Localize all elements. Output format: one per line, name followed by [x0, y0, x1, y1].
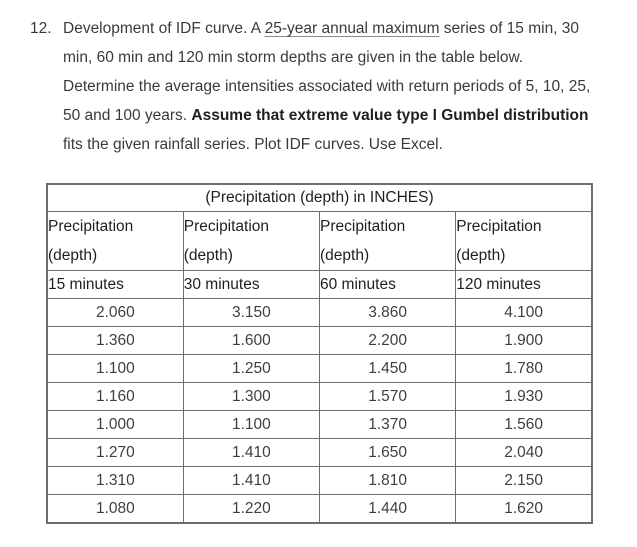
value-cell: 1.080 [46, 494, 184, 524]
value-cell: 1.570 [318, 382, 457, 411]
value-cell: 1.370 [318, 410, 457, 439]
duration-header-row: 15 minutes 30 minutes 60 minutes 120 min… [46, 270, 593, 299]
value-cell: 1.900 [455, 326, 593, 355]
text-segment: series of 15 min, 30 [439, 20, 580, 37]
problem-line-3: Determine the average intensities associ… [63, 72, 635, 101]
problem-text: Development of IDF curve. A 25-year annu… [63, 14, 635, 159]
duration-header-30min: 30 minutes [182, 270, 321, 299]
value-cell: 1.930 [455, 382, 593, 411]
value-cell: 1.220 [182, 494, 321, 524]
table-title: (Precipitation (depth) in INCHES) [46, 183, 593, 212]
value-cell: 1.160 [46, 382, 184, 411]
value-cell: 1.410 [182, 466, 321, 495]
problem-number: 12. [30, 20, 52, 37]
column-header-line1: Precipitation [320, 218, 406, 235]
column-header-row: Precipitation (depth) Precipitation (dep… [46, 211, 593, 271]
value-cell: 2.060 [46, 298, 184, 327]
value-cell: 1.450 [318, 354, 457, 383]
value-cell: 1.250 [182, 354, 321, 383]
value-cell: 2.040 [455, 438, 593, 467]
value-cell: 1.650 [318, 438, 457, 467]
underlined-text: 25-year annual maximum [264, 20, 440, 37]
value-cell: 1.270 [46, 438, 184, 467]
value-cell: 1.410 [182, 438, 321, 467]
value-cell: 1.440 [318, 494, 457, 524]
duration-header-120min: 120 minutes [455, 270, 593, 299]
value-cell: 1.000 [46, 410, 184, 439]
duration-header-60min: 60 minutes [318, 270, 457, 299]
problem-line-2: min, 60 min and 120 min storm depths are… [63, 43, 635, 72]
value-cell: 3.860 [318, 298, 457, 327]
column-header-line1: Precipitation [456, 218, 542, 235]
table-row: 1.270 1.410 1.650 2.040 [46, 438, 593, 467]
text-segment: Determine the average intensities associ… [63, 78, 591, 95]
text-segment: Development of IDF curve. A [63, 20, 265, 37]
table-row: 2.060 3.150 3.860 4.100 [46, 298, 593, 327]
problem-statement: 12. Development of IDF curve. A 25-year … [0, 0, 637, 159]
value-cell: 1.560 [455, 410, 593, 439]
value-cell: 1.810 [318, 466, 457, 495]
value-cell: 1.310 [46, 466, 184, 495]
duration-header-15min: 15 minutes [46, 270, 184, 299]
precipitation-table: (Precipitation (depth) in INCHES) Precip… [46, 183, 593, 524]
value-cell: 1.100 [46, 354, 184, 383]
column-header-line1: Precipitation [48, 218, 134, 235]
problem-line-1: Development of IDF curve. A 25-year annu… [63, 14, 635, 43]
column-header-120min: Precipitation (depth) [455, 211, 593, 271]
text-segment: 50 and 100 years. [63, 107, 192, 124]
table-row: 1.160 1.300 1.570 1.930 [46, 382, 593, 411]
column-header-60min: Precipitation (depth) [318, 211, 457, 271]
problem-line-4: 50 and 100 years. Assume that extreme va… [63, 101, 635, 130]
table-title-row: (Precipitation (depth) in INCHES) [46, 183, 593, 212]
value-cell: 1.300 [182, 382, 321, 411]
value-cell: 1.620 [455, 494, 593, 524]
column-header-line1: Precipitation [183, 218, 270, 235]
value-cell: 2.200 [318, 326, 457, 355]
table-row: 1.000 1.100 1.370 1.560 [46, 410, 593, 439]
value-cell: 1.360 [46, 326, 184, 355]
bold-text: Assume that extreme value type I Gumbel … [191, 107, 589, 124]
text-segment: fits the given rainfall series. Plot IDF… [63, 136, 443, 153]
value-cell: 1.780 [455, 354, 593, 383]
value-cell: 3.150 [182, 298, 321, 327]
value-cell: 1.600 [182, 326, 321, 355]
column-header-30min: Precipitation (depth) [182, 211, 321, 271]
value-cell: 4.100 [455, 298, 593, 327]
column-header-line2: (depth) [320, 247, 370, 264]
value-cell: 1.100 [182, 410, 321, 439]
column-header-line2: (depth) [48, 247, 98, 264]
table-row: 1.360 1.600 2.200 1.900 [46, 326, 593, 355]
column-header-15min: Precipitation (depth) [46, 211, 184, 271]
column-header-line2: (depth) [183, 247, 233, 264]
value-cell: 2.150 [455, 466, 593, 495]
table-row: 1.310 1.410 1.810 2.150 [46, 466, 593, 495]
table-row: 1.100 1.250 1.450 1.780 [46, 354, 593, 383]
column-header-line2: (depth) [456, 247, 506, 264]
problem-line-5: fits the given rainfall series. Plot IDF… [63, 130, 635, 159]
text-segment: min, 60 min and 120 min storm depths are… [63, 49, 524, 66]
table-row: 1.080 1.220 1.440 1.620 [46, 494, 593, 524]
